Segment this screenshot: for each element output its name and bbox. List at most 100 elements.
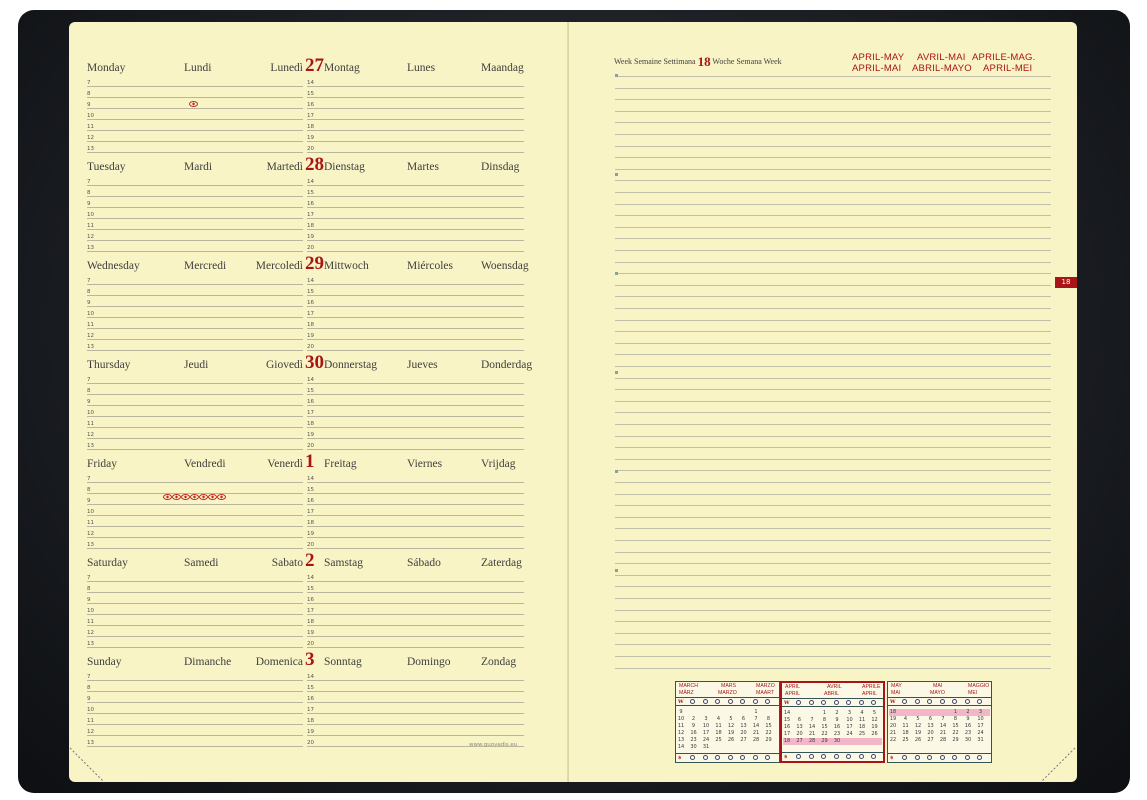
hour-line[interactable]: 8 (87, 285, 303, 296)
hour-line[interactable]: 9 (87, 395, 303, 406)
hour-line[interactable]: 16 (307, 98, 524, 109)
hour-line[interactable]: 13 (87, 340, 303, 351)
note-line[interactable] (615, 261, 1051, 263)
hour-line[interactable]: 18 (307, 714, 524, 725)
hour-line[interactable]: 14 (307, 472, 524, 483)
hour-line[interactable]: 12 (87, 527, 303, 538)
note-line[interactable] (615, 331, 1051, 333)
hour-line[interactable]: 15 (307, 681, 524, 692)
hour-line[interactable]: 19 (307, 725, 524, 736)
hour-line[interactable]: 20 (307, 538, 524, 549)
hour-line[interactable]: 8 (87, 483, 303, 494)
note-line[interactable] (615, 551, 1051, 553)
hour-line[interactable]: 8 (87, 681, 303, 692)
hour-line[interactable]: 12 (87, 329, 303, 340)
hour-line[interactable]: 14 (307, 571, 524, 582)
note-line[interactable] (615, 644, 1051, 646)
hour-line[interactable]: 10 (87, 208, 303, 219)
hour-line[interactable]: 19 (307, 329, 524, 340)
hour-line[interactable]: 20 (307, 439, 524, 450)
note-line[interactable] (615, 273, 1051, 275)
note-line[interactable] (615, 99, 1051, 101)
hour-line[interactable]: 13 (87, 241, 303, 252)
hour-line[interactable]: 7 (87, 274, 303, 285)
note-line[interactable] (615, 447, 1051, 449)
hour-line[interactable]: 7 (87, 670, 303, 681)
note-line[interactable] (615, 493, 1051, 495)
note-line[interactable] (615, 342, 1051, 344)
hour-line[interactable]: 19 (307, 626, 524, 637)
hour-line[interactable]: 20 (307, 637, 524, 648)
note-line[interactable] (615, 319, 1051, 321)
note-line[interactable] (615, 238, 1051, 240)
note-line[interactable] (615, 203, 1051, 205)
note-line[interactable] (615, 192, 1051, 193)
note-line[interactable] (615, 667, 1051, 669)
note-line[interactable] (615, 609, 1051, 611)
hour-line[interactable]: 16 (307, 296, 524, 307)
hour-line[interactable]: 17 (307, 109, 524, 120)
hour-line[interactable]: 16 (307, 197, 524, 208)
hour-line[interactable]: 13 (87, 439, 303, 450)
note-line[interactable] (615, 586, 1051, 588)
hour-line[interactable]: 7 (87, 76, 303, 87)
hour-line[interactable]: 10 (87, 406, 303, 417)
hour-line[interactable]: 19 (307, 230, 524, 241)
hour-line[interactable]: 15 (307, 285, 524, 296)
hour-line[interactable]: 7 (87, 571, 303, 582)
hour-line[interactable]: 12 (87, 131, 303, 142)
hour-line[interactable]: 13 (87, 142, 303, 153)
note-line[interactable] (615, 168, 1051, 170)
hour-line[interactable]: 16 (307, 692, 524, 703)
note-line[interactable] (615, 110, 1051, 112)
hour-line[interactable]: 14 (307, 76, 524, 87)
hour-line[interactable]: 14 (307, 373, 524, 384)
hour-line[interactable]: 8 (87, 186, 303, 197)
note-line[interactable] (615, 435, 1051, 437)
note-line[interactable] (615, 122, 1051, 124)
week-edge-tab[interactable]: 18 (1055, 277, 1077, 288)
mini-calendar-march[interactable]: MARCH MÄRZ MARS MARZO MARZO MAART W 9 1 10 2 3 4 5 6 7 8… (675, 681, 780, 763)
note-line[interactable] (615, 215, 1051, 217)
note-line[interactable] (615, 296, 1051, 298)
hour-line[interactable]: 7 (87, 373, 303, 384)
note-line[interactable] (615, 482, 1051, 483)
hour-line[interactable]: 12 (87, 428, 303, 439)
hour-line[interactable]: 17 (307, 307, 524, 318)
note-line[interactable] (615, 226, 1051, 228)
hour-line[interactable]: 17 (307, 406, 524, 417)
note-line[interactable] (615, 87, 1051, 89)
note-line[interactable] (615, 424, 1051, 425)
hour-line[interactable]: 15 (307, 384, 524, 395)
hour-line[interactable]: 8 (87, 384, 303, 395)
mini-calendar-april[interactable]: APRIL APRIL AVRIL ABRIL APRILE APRIL W 14 1 2 3 4 5 1… (780, 681, 885, 763)
note-line[interactable] (615, 412, 1051, 414)
hour-line[interactable]: 7 (87, 175, 303, 186)
hour-line[interactable]: 14 (307, 175, 524, 186)
hour-line[interactable]: 20 (307, 241, 524, 252)
note-line[interactable] (615, 145, 1051, 147)
hour-line[interactable]: 10 (87, 703, 303, 714)
hour-line[interactable]: 16 (307, 593, 524, 604)
note-line[interactable] (615, 516, 1051, 518)
hour-line[interactable]: 11 (87, 120, 303, 131)
note-line[interactable] (615, 180, 1051, 182)
hour-line[interactable]: 20 (307, 736, 524, 747)
hour-line[interactable]: 14 (307, 274, 524, 285)
note-line[interactable] (615, 389, 1051, 391)
hour-line[interactable]: 16 (307, 395, 524, 406)
hour-line[interactable]: 15 (307, 483, 524, 494)
note-line[interactable] (615, 621, 1051, 623)
hour-line[interactable]: 19 (307, 527, 524, 538)
hour-line[interactable]: 18 (307, 516, 524, 527)
hour-line[interactable]: 8 (87, 87, 303, 98)
hour-line[interactable]: 9 (87, 494, 303, 505)
note-line[interactable] (615, 134, 1051, 135)
hour-line[interactable]: 20 (307, 142, 524, 153)
hour-line[interactable]: 18 (307, 120, 524, 131)
hour-line[interactable]: 10 (87, 307, 303, 318)
hour-line[interactable]: 8 (87, 582, 303, 593)
hour-line[interactable]: 20 (307, 340, 524, 351)
note-line[interactable] (615, 400, 1051, 402)
hour-line[interactable]: 17 (307, 604, 524, 615)
